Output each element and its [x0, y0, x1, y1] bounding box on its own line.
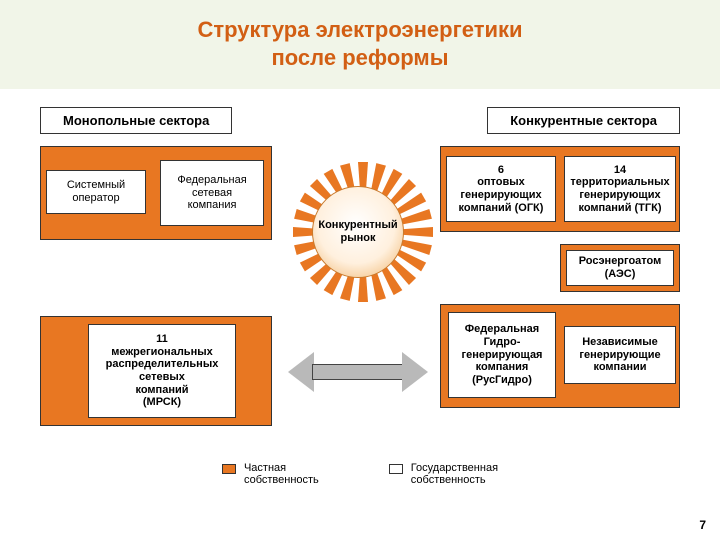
- box-tgk: 14 территориальных генерирующих компаний…: [564, 156, 676, 222]
- swatch-orange-icon: [222, 464, 236, 474]
- arrow-right-icon: [402, 352, 428, 392]
- box-federal-grid: Федеральная сетевая компания: [160, 160, 264, 226]
- box-system-operator: Системный оператор: [46, 170, 146, 214]
- sun-core: Конкурентный рынок: [312, 186, 404, 278]
- competitive-market-sun: Конкурентный рынок: [288, 162, 428, 302]
- legend-private-label: Частная собственность: [244, 462, 319, 486]
- double-arrow: [288, 352, 428, 392]
- title-line1: Структура электроэнергетики: [197, 17, 522, 42]
- title-band: Структура электроэнергетики после реформ…: [0, 0, 720, 89]
- legend-state-label: Государственная собственность: [411, 462, 498, 486]
- sector-headers: Монопольные сектора Конкурентные сектора: [40, 107, 680, 134]
- arrow-left-icon: [288, 352, 314, 392]
- legend-state: Государственная собственность: [389, 462, 498, 486]
- title-line2: после реформы: [272, 45, 449, 70]
- box-independents: Независимые генерирующие компании: [564, 326, 676, 384]
- box-mrsk: 11 межрегиональных распределительных сет…: [88, 324, 236, 418]
- box-rushydro: Федеральная Гидро- генерирующая компания…: [448, 312, 556, 398]
- swatch-white-icon: [389, 464, 403, 474]
- legend: Частная собственность Государственная со…: [0, 462, 720, 486]
- legend-private: Частная собственность: [222, 462, 319, 486]
- page-title: Структура электроэнергетики после реформ…: [0, 16, 720, 71]
- diagram-area: Системный оператор Федеральная сетевая к…: [40, 142, 680, 462]
- sun-label: Конкурентный рынок: [313, 219, 403, 244]
- sector-header-left: Монопольные сектора: [40, 107, 232, 134]
- page-number: 7: [699, 518, 706, 532]
- arrow-bar: [312, 364, 404, 380]
- sector-header-right: Конкурентные сектора: [487, 107, 680, 134]
- box-ogk: 6 оптовых генерирующих компаний (ОГК): [446, 156, 556, 222]
- box-rosenergoatom: Росэнергоатом (АЭС): [566, 250, 674, 286]
